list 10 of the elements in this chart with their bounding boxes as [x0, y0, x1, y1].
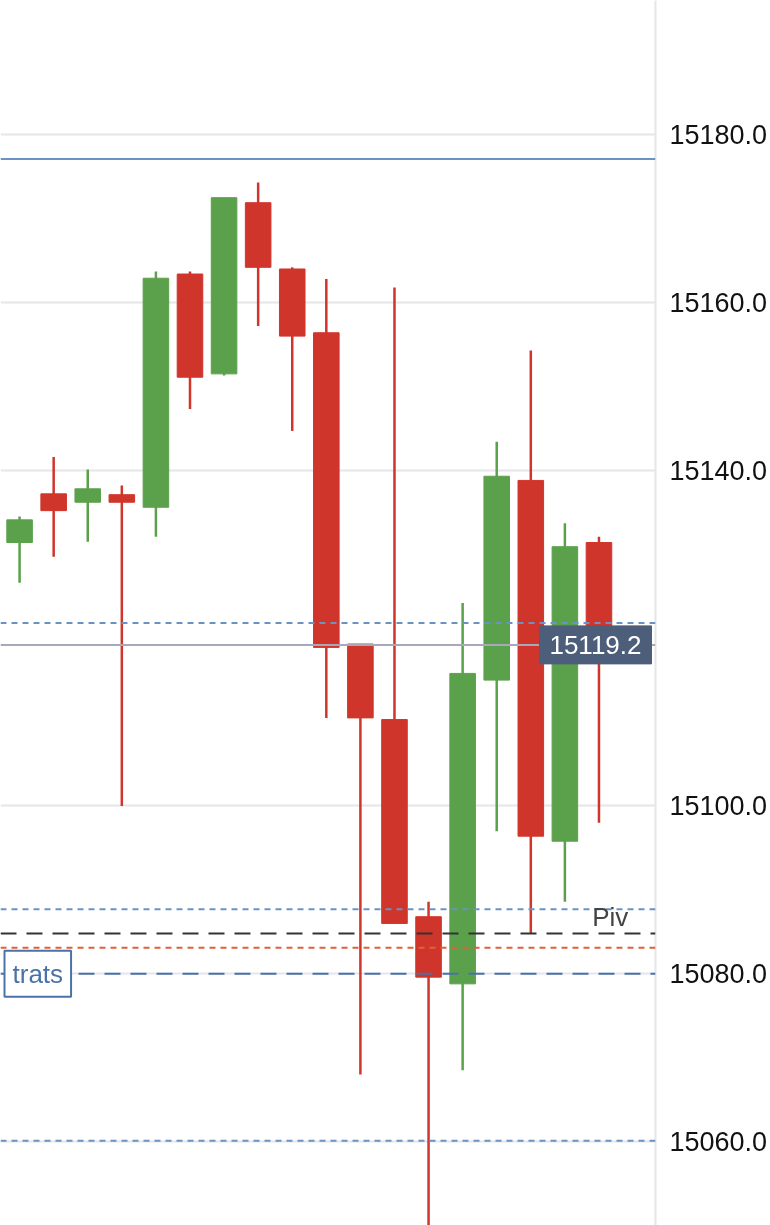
y-tick-label: 15080.0 [669, 959, 768, 990]
candlestick [108, 484, 136, 808]
y-tick-label: 15060.0 [669, 1127, 768, 1158]
y-tick-label: 15140.0 [669, 455, 768, 486]
y-tick-label: 15100.0 [669, 791, 768, 822]
y-tick-label: 15180.0 [669, 120, 768, 151]
ref-line-label: Piv [592, 901, 629, 932]
ref-line-label: 15119.2 [549, 629, 642, 660]
y-tick-label: 15160.0 [669, 288, 768, 319]
ref-line-label: trats [12, 958, 64, 989]
